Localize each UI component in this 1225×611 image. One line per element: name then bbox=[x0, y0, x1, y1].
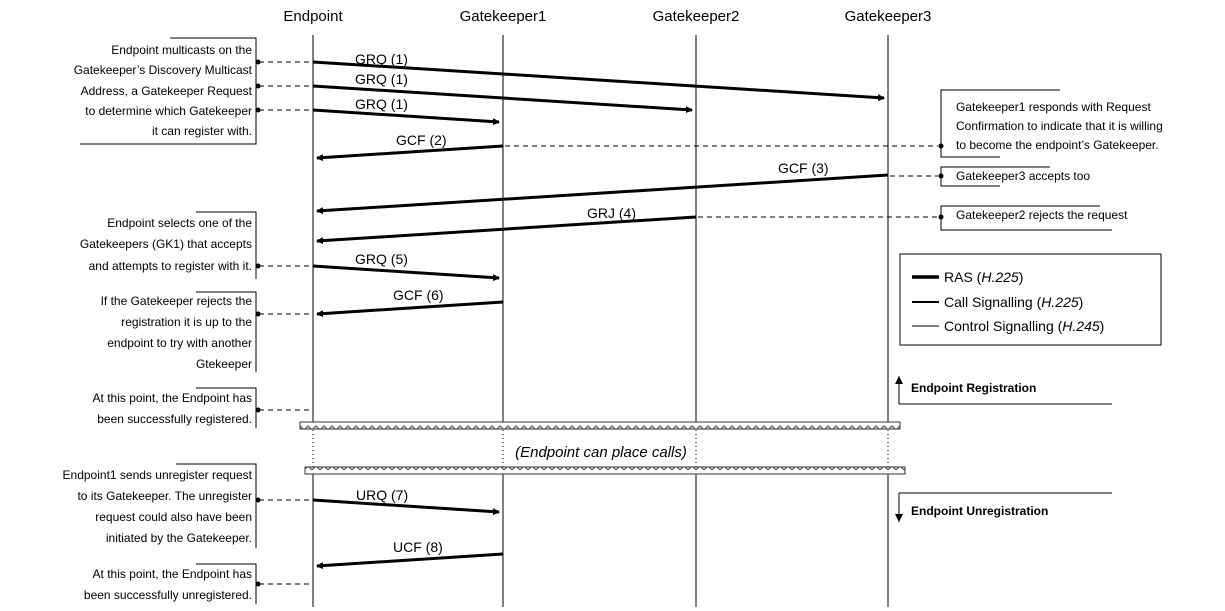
msg-label-gcf6: GCF (6) bbox=[393, 287, 444, 303]
svg-text:Endpoint multicasts on the: Endpoint multicasts on the bbox=[111, 43, 252, 57]
arrow-gcf3 bbox=[316, 173, 889, 215]
msg-label-grq1-c: GRQ (1) bbox=[355, 96, 408, 112]
svg-text:Endpoint Unregistration: Endpoint Unregistration bbox=[911, 504, 1048, 518]
msg-label-gcf3: GCF (3) bbox=[778, 160, 829, 176]
svg-text:to its Gatekeeper. The unregis: to its Gatekeeper. The unregister bbox=[77, 489, 252, 503]
arrow-grq5 bbox=[312, 264, 500, 282]
svg-text:Gatekeeper’s Discovery Multica: Gatekeeper’s Discovery Multicast bbox=[74, 63, 253, 77]
left-note-5: Endpoint1 sends unregister request to it… bbox=[63, 468, 253, 545]
svg-text:Endpoint1 sends unregister req: Endpoint1 sends unregister request bbox=[63, 468, 253, 482]
separator-bar-top bbox=[299, 421, 901, 430]
legend-ras: RAS (H.225) bbox=[944, 269, 1023, 285]
svg-text:and attempts to register with: and attempts to register with it. bbox=[89, 259, 252, 273]
right-note-dots bbox=[938, 143, 944, 220]
svg-text:Address, a Gatekeeper Request: Address, a Gatekeeper Request bbox=[81, 84, 253, 98]
left-note-dots bbox=[255, 59, 261, 587]
msg-label-ucf8: UCF (8) bbox=[393, 539, 443, 555]
msg-label-grq5: GRQ (5) bbox=[355, 251, 408, 267]
svg-text:registration it is up to the: registration it is up to the bbox=[121, 315, 252, 329]
svg-text:request could also have been: request could also have been bbox=[95, 510, 252, 524]
svg-text:Endpoint selects one of the: Endpoint selects one of the bbox=[107, 216, 252, 230]
svg-text:been successfully unregistered: been successfully unregistered. bbox=[84, 588, 252, 602]
svg-text:Gtekeeper: Gtekeeper bbox=[196, 357, 252, 371]
msg-label-grq1-a: GRQ (1) bbox=[355, 51, 408, 67]
svg-text:At this point, the Endpoint ha: At this point, the Endpoint has bbox=[93, 391, 252, 405]
message-arrows bbox=[312, 60, 889, 570]
arrow-grq1-gk1 bbox=[312, 108, 500, 126]
svg-text:Endpoint Registration: Endpoint Registration bbox=[911, 381, 1036, 395]
left-note-connectors bbox=[80, 37, 311, 604]
left-note-1: Endpoint multicasts on the Gatekeeper’s … bbox=[74, 43, 253, 138]
arrow-ucf8 bbox=[316, 552, 504, 570]
msg-label-gcf2: GCF (2) bbox=[396, 132, 447, 148]
msg-label-grq1-b: GRQ (1) bbox=[355, 71, 408, 87]
arrow-gcf6 bbox=[316, 300, 504, 318]
svg-text:been successfully registered.: been successfully registered. bbox=[97, 412, 252, 426]
left-note-2: Endpoint selects one of the Gatekeepers … bbox=[80, 216, 252, 273]
phase-registration: Endpoint Registration bbox=[895, 376, 1112, 405]
legend-call-signalling: Call Signalling (H.225) bbox=[944, 294, 1083, 310]
svg-text:Confirmation to indicate that: Confirmation to indicate that it is will… bbox=[956, 119, 1163, 133]
lifelines bbox=[312, 35, 889, 607]
svg-text:to determine which Gatekeeper: to determine which Gatekeeper bbox=[85, 104, 252, 118]
right-note-3: Gatekeeper2 rejects the request bbox=[956, 208, 1128, 222]
phase-middle-label: (Endpoint can place calls) bbox=[515, 444, 687, 461]
arrow-urq7 bbox=[312, 498, 500, 516]
msg-label-grj4: GRJ (4) bbox=[587, 205, 636, 221]
svg-text:At this point, the Endpoint ha: At this point, the Endpoint has bbox=[93, 567, 252, 581]
participant-endpoint: Endpoint bbox=[283, 8, 343, 25]
svg-text:to become the endpoint’s Gatek: to become the endpoint’s Gatekeeper. bbox=[956, 138, 1159, 152]
svg-text:Gatekeepers (GK1) that accepts: Gatekeepers (GK1) that accepts bbox=[80, 237, 252, 251]
left-note-4: At this point, the Endpoint has been suc… bbox=[93, 391, 252, 426]
phase-unregistration: Endpoint Unregistration bbox=[895, 492, 1112, 522]
left-note-3: If the Gatekeeper rejects the registrati… bbox=[101, 294, 253, 371]
participant-gatekeeper2: Gatekeeper2 bbox=[653, 8, 740, 25]
separator-bar-bottom bbox=[304, 466, 906, 475]
right-note-1: Gatekeeper1 responds with Request Confir… bbox=[956, 100, 1163, 152]
arrow-gcf2 bbox=[316, 144, 504, 162]
svg-text:If the Gatekeeper rejects the: If the Gatekeeper rejects the bbox=[101, 294, 253, 308]
svg-text:endpoint to try with another: endpoint to try with another bbox=[107, 336, 252, 350]
participant-gatekeeper1: Gatekeeper1 bbox=[460, 8, 547, 25]
arrow-grq1-gk3 bbox=[312, 60, 885, 102]
msg-label-urq7: URQ (7) bbox=[356, 487, 408, 503]
svg-text:initiated by the Gatekeeper.: initiated by the Gatekeeper. bbox=[106, 531, 252, 545]
svg-text:Gatekeeper1 responds with Requ: Gatekeeper1 responds with Request bbox=[956, 100, 1151, 114]
legend: RAS (H.225) Call Signalling (H.225) Cont… bbox=[899, 253, 1162, 346]
arrow-grq1-gk2 bbox=[312, 84, 693, 114]
svg-text:it can register with.: it can register with. bbox=[152, 124, 252, 138]
participant-gatekeeper3: Gatekeeper3 bbox=[845, 8, 932, 25]
left-note-6: At this point, the Endpoint has been suc… bbox=[84, 567, 252, 602]
legend-control-signalling: Control Signalling (H.245) bbox=[944, 318, 1104, 334]
arrow-grj4 bbox=[316, 215, 697, 245]
right-note-2: Gatekeeper3 accepts too bbox=[956, 169, 1090, 183]
